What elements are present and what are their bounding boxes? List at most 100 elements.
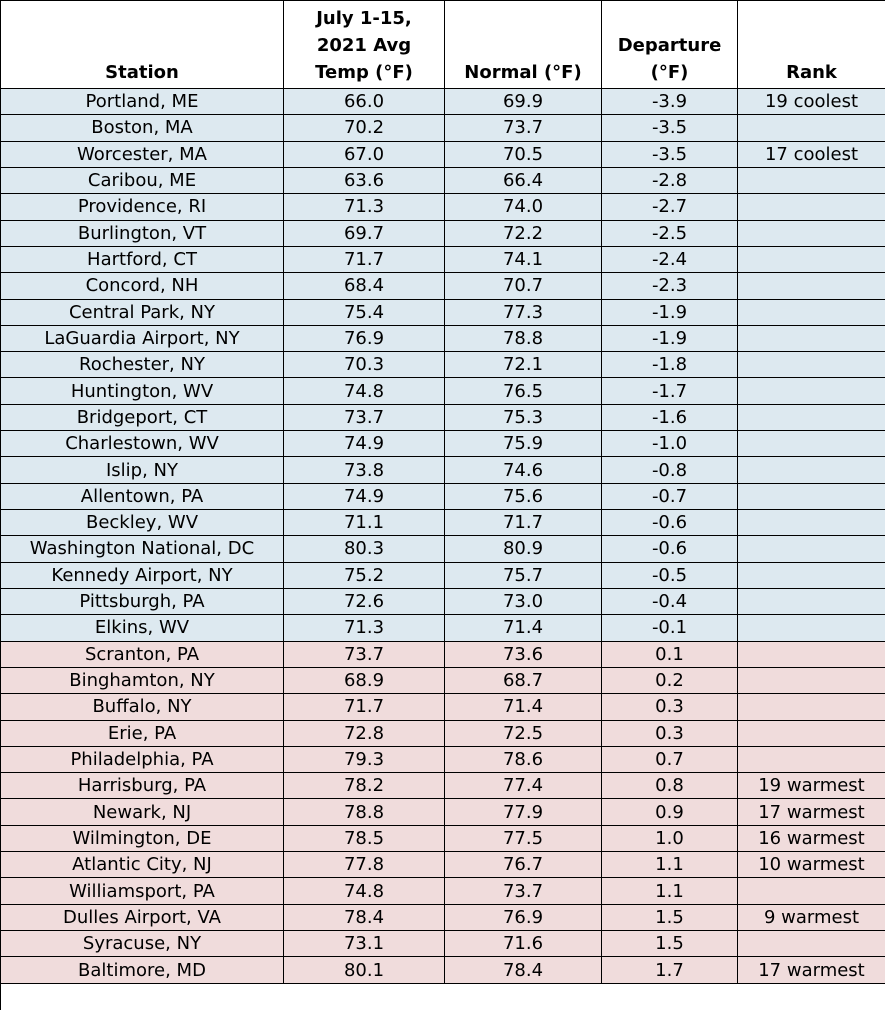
header-cell: Departure (°F) — [602, 1, 738, 89]
table-cell: 17 warmest — [738, 799, 885, 826]
table-cell: Baltimore, MD — [1, 957, 284, 984]
table-cell — [738, 115, 885, 142]
table-cell — [738, 167, 885, 195]
table-cell: Boston, MA — [1, 115, 284, 142]
table-cell: 72.5 — [445, 720, 602, 747]
table-cell: 73.8 — [284, 457, 445, 484]
table-cell: 73.1 — [284, 931, 445, 958]
table-cell: -0.6 — [602, 510, 738, 537]
table-cell: 0.3 — [602, 720, 738, 747]
table-cell: Concord, NH — [1, 273, 284, 300]
table-cell — [738, 457, 885, 484]
table-cell: 66.4 — [445, 167, 602, 195]
table-cell — [738, 404, 885, 432]
table-cell: 71.6 — [445, 931, 602, 958]
table-cell: 68.7 — [445, 667, 602, 695]
table-cell: Islip, NY — [1, 457, 284, 484]
table-cell: -1.9 — [602, 299, 738, 326]
table-cell: 71.7 — [284, 246, 445, 274]
table-cell: 10 warmest — [738, 852, 885, 879]
table-cell: 73.6 — [445, 641, 602, 668]
table-cell: 71.7 — [445, 510, 602, 537]
table-cell: 78.8 — [284, 799, 445, 826]
table-cell: Williamsport, PA — [1, 878, 284, 905]
table-cell: Rochester, NY — [1, 352, 284, 379]
header-cell: Normal (°F) — [445, 1, 602, 89]
table-cell: 63.6 — [284, 167, 445, 195]
table-cell: Portland, ME — [1, 89, 284, 116]
table-cell: 73.7 — [284, 404, 445, 432]
table-cell: 76.5 — [445, 378, 602, 405]
table-cell — [738, 378, 885, 405]
table-cell — [738, 194, 885, 221]
table-cell: 75.2 — [284, 562, 445, 589]
table-cell: 70.7 — [445, 273, 602, 300]
table-cell — [738, 667, 885, 695]
table-cell: 1.7 — [602, 957, 738, 984]
table-cell: 72.6 — [284, 588, 445, 616]
table-cell — [738, 510, 885, 537]
table-cell: Bridgeport, CT — [1, 404, 284, 432]
table-cell: 16 warmest — [738, 825, 885, 853]
table-cell: 68.9 — [284, 667, 445, 695]
header-text: 2021 Avg — [316, 35, 412, 56]
table-cell: 71.1 — [284, 510, 445, 537]
table-cell: Elkins, WV — [1, 615, 284, 642]
table-cell: Buffalo, NY — [1, 694, 284, 721]
table-cell: Philadelphia, PA — [1, 746, 284, 774]
table-cell: -1.8 — [602, 352, 738, 379]
table-cell: 77.4 — [445, 773, 602, 800]
table-cell: 70.3 — [284, 352, 445, 379]
table-cell: -2.7 — [602, 194, 738, 221]
table-cell: 1.1 — [602, 852, 738, 879]
table-cell: 74.0 — [445, 194, 602, 221]
table-cell: 80.1 — [284, 957, 445, 984]
table-cell: Scranton, PA — [1, 641, 284, 668]
table-cell: Syracuse, NY — [1, 931, 284, 958]
table-cell: 66.0 — [284, 89, 445, 116]
table-cell: Harrisburg, PA — [1, 773, 284, 800]
table-cell: 70.5 — [445, 141, 602, 168]
table-cell: 75.7 — [445, 562, 602, 589]
table-cell — [738, 352, 885, 379]
table-cell: 73.7 — [445, 115, 602, 142]
table-cell: -1.6 — [602, 404, 738, 432]
table-cell: Washington National, DC — [1, 536, 284, 563]
table-cell: 73.0 — [445, 588, 602, 616]
table-cell: Pittsburgh, PA — [1, 588, 284, 616]
header-text: Departure — [617, 35, 722, 56]
table-cell: 72.2 — [445, 220, 602, 247]
table-cell — [738, 536, 885, 563]
table-cell: 77.8 — [284, 852, 445, 879]
header-text: (°F) — [650, 62, 689, 83]
table-cell — [738, 299, 885, 326]
table-cell: 0.2 — [602, 667, 738, 695]
table-cell: 69.9 — [445, 89, 602, 116]
table-cell: -1.9 — [602, 325, 738, 353]
table-cell: Charlestown, WV — [1, 431, 284, 458]
table-cell: 73.7 — [445, 878, 602, 905]
table-cell: 74.8 — [284, 878, 445, 905]
table-cell: Providence, RI — [1, 194, 284, 221]
table-cell — [738, 931, 885, 958]
table-cell: 79.3 — [284, 746, 445, 774]
table-cell — [738, 588, 885, 616]
table-cell — [738, 483, 885, 511]
header-text: Station — [105, 62, 179, 83]
table-cell: -3.5 — [602, 115, 738, 142]
header-text: Rank — [786, 62, 837, 83]
table-cell: 71.4 — [445, 615, 602, 642]
table-cell: 74.6 — [445, 457, 602, 484]
table-cell: 77.9 — [445, 799, 602, 826]
table-cell: 78.4 — [284, 904, 445, 932]
table-cell: 74.9 — [284, 483, 445, 511]
table-cell: 74.8 — [284, 378, 445, 405]
table-cell: LaGuardia Airport, NY — [1, 325, 284, 353]
table-cell: -0.6 — [602, 536, 738, 563]
table-cell: -1.7 — [602, 378, 738, 405]
table-cell — [738, 431, 885, 458]
table-cell — [738, 562, 885, 589]
table-cell: 74.1 — [445, 246, 602, 274]
